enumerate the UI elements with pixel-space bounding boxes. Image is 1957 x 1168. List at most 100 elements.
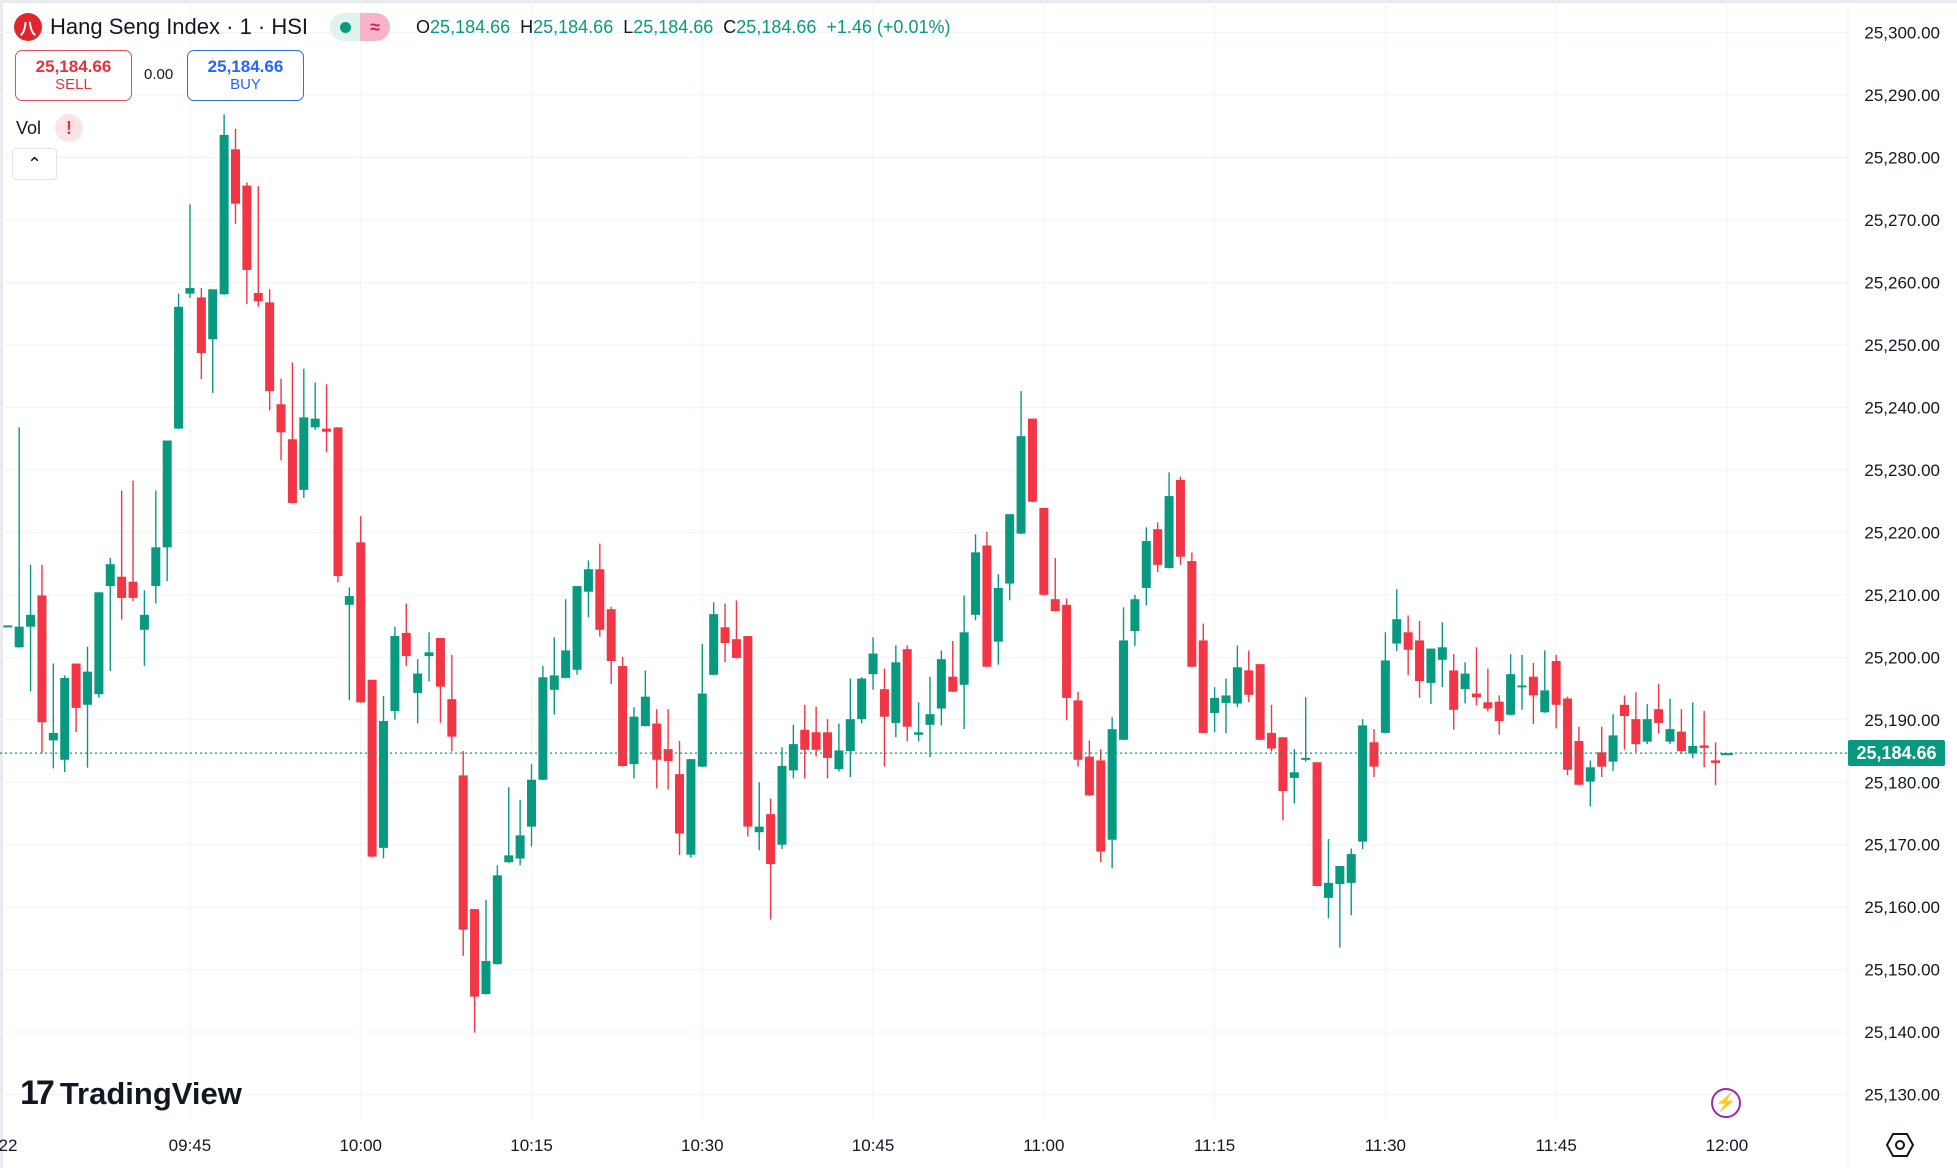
tradingview-logo[interactable]: 17 TradingView bbox=[20, 1074, 242, 1113]
sell-button[interactable]: 25,184.66 SELL bbox=[15, 50, 132, 101]
candle bbox=[538, 666, 548, 781]
candle-body bbox=[1699, 745, 1709, 748]
candle bbox=[1483, 668, 1493, 712]
ohlc-legend: O25,184.66 H25,184.66 L25,184.66 C25,184… bbox=[416, 17, 950, 38]
warning-icon[interactable]: ! bbox=[55, 114, 84, 142]
candle-body bbox=[71, 663, 81, 708]
candle bbox=[1688, 702, 1698, 759]
candle-body bbox=[1711, 760, 1721, 763]
candle-body bbox=[1665, 729, 1675, 742]
candle bbox=[993, 574, 1003, 665]
candle-body bbox=[959, 632, 969, 685]
candle-body bbox=[1244, 670, 1254, 695]
candle bbox=[845, 678, 855, 778]
candle bbox=[14, 427, 24, 648]
open-label: O bbox=[416, 16, 431, 37]
candle-body bbox=[458, 775, 468, 930]
candle bbox=[1494, 695, 1504, 735]
time-tick-label: 10:00 bbox=[339, 1136, 382, 1155]
volume-indicator[interactable]: Vol ! bbox=[16, 114, 84, 142]
candle bbox=[1642, 704, 1652, 745]
buy-button[interactable]: 25,184.66 BUY bbox=[187, 50, 304, 101]
candle bbox=[788, 724, 798, 779]
candle bbox=[82, 646, 92, 768]
candle-body bbox=[1210, 697, 1220, 713]
candle-body bbox=[162, 440, 172, 548]
candle bbox=[1084, 740, 1094, 796]
price-tick-label: 25,220.00 bbox=[1864, 523, 1940, 542]
hsi-logo[interactable]: 八 bbox=[14, 13, 42, 41]
candle bbox=[71, 663, 81, 733]
candle bbox=[1323, 839, 1333, 919]
tradingview-mark-icon: 17 bbox=[20, 1074, 55, 1112]
candle-body bbox=[60, 677, 70, 760]
lightning-icon[interactable]: ⚡ bbox=[1711, 1088, 1741, 1118]
buy-label: BUY bbox=[230, 75, 261, 93]
symbol-title[interactable]: Hang Seng Index · 1 · HSI bbox=[50, 14, 309, 39]
market-open-dot-icon[interactable] bbox=[330, 13, 361, 41]
price-axis[interactable]: 25,300.00 25,290.00 25,280.00 25,270.00 25,2… bbox=[1864, 24, 1940, 1105]
candle bbox=[1358, 719, 1368, 849]
candle-body bbox=[379, 721, 389, 848]
candle bbox=[1449, 654, 1459, 730]
candle bbox=[1437, 622, 1447, 688]
candle-body bbox=[37, 595, 47, 723]
candle-body bbox=[583, 569, 593, 592]
settings-icon[interactable] bbox=[1886, 1132, 1914, 1158]
candle bbox=[1016, 391, 1026, 535]
candle bbox=[686, 759, 696, 858]
price-tick-label: 25,290.00 bbox=[1864, 86, 1940, 105]
candle-body bbox=[390, 636, 400, 712]
candle-body bbox=[242, 185, 252, 270]
candle-body bbox=[811, 732, 821, 750]
candle bbox=[174, 293, 184, 430]
collapse-legend-button[interactable]: ⌃ bbox=[12, 148, 57, 180]
candle bbox=[777, 747, 787, 849]
candle bbox=[618, 656, 628, 767]
candle-body bbox=[287, 439, 297, 503]
candle-body bbox=[1619, 704, 1629, 717]
candle-body bbox=[834, 750, 844, 770]
candle bbox=[1221, 678, 1231, 734]
candle-body bbox=[1027, 418, 1037, 502]
candle bbox=[1574, 726, 1584, 786]
candle bbox=[1631, 692, 1641, 753]
candle bbox=[1073, 691, 1083, 767]
candle bbox=[208, 289, 218, 393]
time-tick-label: 09:45 bbox=[169, 1136, 212, 1155]
candle-body bbox=[709, 614, 719, 675]
candle-body bbox=[401, 632, 411, 657]
candle bbox=[333, 427, 343, 583]
candle-body bbox=[1654, 709, 1664, 723]
candle-body bbox=[561, 650, 571, 678]
change-value: +1.46 (+0.01%) bbox=[826, 16, 951, 37]
candle bbox=[1699, 711, 1709, 768]
candle-body bbox=[447, 699, 457, 737]
price-tick-label: 25,180.00 bbox=[1864, 773, 1940, 792]
candle bbox=[1119, 607, 1129, 741]
candle bbox=[1346, 848, 1356, 916]
time-tick-label: 11:15 bbox=[1194, 1136, 1235, 1155]
candle bbox=[1027, 418, 1037, 503]
candle bbox=[925, 676, 935, 758]
status-pill[interactable]: ≈ bbox=[330, 13, 391, 41]
candle-body bbox=[1540, 690, 1550, 713]
candle-body bbox=[595, 569, 605, 630]
candle-body bbox=[879, 689, 889, 717]
candle-body bbox=[344, 596, 354, 605]
candle-body bbox=[1278, 737, 1288, 792]
candle-body bbox=[1563, 698, 1573, 770]
candle bbox=[139, 590, 149, 666]
candle bbox=[1676, 709, 1686, 755]
price-tick-label: 25,300.00 bbox=[1864, 24, 1940, 43]
delayed-data-icon[interactable]: ≈ bbox=[360, 13, 391, 41]
candle bbox=[663, 709, 673, 790]
candle bbox=[766, 798, 776, 920]
candle bbox=[936, 650, 946, 726]
candle-body bbox=[891, 662, 901, 723]
time-axis[interactable]: 22 09:45 10:00 10:15 10:30 10:45 11:00 11:15 11:… bbox=[0, 1136, 1748, 1155]
candle bbox=[1301, 697, 1311, 762]
candle-body bbox=[800, 729, 810, 750]
candle-body bbox=[845, 719, 855, 752]
